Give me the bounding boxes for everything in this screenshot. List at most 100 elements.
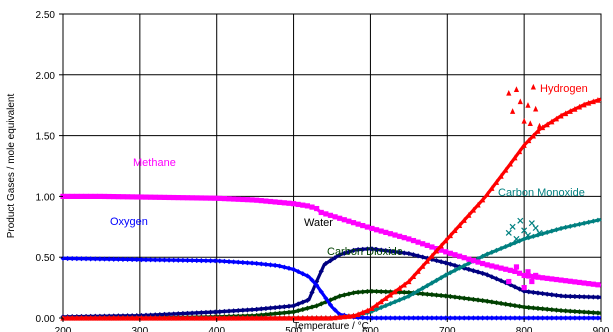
data-point-carbon-dioxide	[558, 307, 564, 314]
data-point-carbon-monoxide	[544, 229, 550, 235]
data-point-oxygen	[535, 315, 541, 321]
data-point-methane	[424, 242, 430, 248]
data-point-hydrogen	[364, 307, 370, 314]
data-point-carbon-monoxide	[493, 247, 500, 253]
scatter-point-carbon-monoxide	[513, 235, 520, 242]
data-point-water	[327, 258, 334, 264]
data-point-hydrogen	[295, 314, 301, 321]
data-point-hydrogen	[341, 313, 347, 320]
data-point-carbon-dioxide	[470, 296, 477, 303]
data-point-methane	[466, 256, 472, 262]
scatter-point-methane	[521, 285, 527, 291]
data-point-methane	[406, 236, 412, 242]
data-point-methane	[429, 244, 435, 250]
data-point-methane	[350, 220, 357, 226]
data-point-carbon-monoxide	[595, 217, 601, 223]
data-point-hydrogen	[466, 212, 472, 218]
data-point-water	[304, 297, 311, 303]
data-point-oxygen	[410, 315, 417, 321]
data-point-carbon-monoxide	[456, 265, 463, 271]
data-point-carbon-monoxide	[484, 251, 490, 257]
data-point-methane	[207, 195, 214, 201]
data-point-oxygen	[281, 264, 287, 270]
data-point-oxygen	[424, 315, 430, 321]
data-point-methane	[521, 272, 527, 279]
y-tick-label: 2.50	[36, 10, 56, 21]
data-point-hydrogen	[157, 314, 163, 321]
data-point-hydrogen	[489, 185, 495, 191]
data-point-methane	[295, 201, 301, 208]
data-point-water	[281, 304, 287, 310]
data-point-oxygen	[148, 257, 154, 263]
data-point-carbon-dioxide	[337, 293, 343, 299]
data-point-oxygen	[258, 261, 264, 267]
data-point-carbon-monoxide	[563, 224, 569, 230]
data-point-carbon-dioxide	[420, 291, 426, 297]
data-point-methane	[129, 194, 135, 200]
hydrogen-label: Hydrogen	[540, 83, 588, 95]
data-point-oxygen	[231, 259, 237, 265]
data-point-oxygen	[143, 257, 149, 263]
data-point-oxygen	[549, 315, 555, 321]
data-point-oxygen	[88, 256, 94, 262]
x-axis-title: Temperature / °C	[293, 321, 369, 332]
data-point-methane	[346, 218, 352, 224]
data-point-hydrogen	[97, 314, 103, 321]
data-point-hydrogen	[263, 314, 269, 321]
data-point-hydrogen	[503, 166, 509, 173]
data-point-hydrogen	[498, 173, 504, 179]
data-point-hydrogen	[360, 309, 366, 316]
data-point-water	[549, 292, 555, 298]
data-point-carbon-dioxide	[383, 289, 389, 295]
data-point-oxygen	[378, 315, 384, 321]
data-point-water	[161, 311, 168, 318]
data-point-oxygen	[74, 256, 80, 262]
data-point-water	[572, 293, 578, 300]
data-point-hydrogen	[258, 314, 264, 321]
data-point-carbon-monoxide	[461, 263, 467, 269]
data-point-methane	[240, 196, 246, 203]
data-point-oxygen	[267, 262, 274, 268]
data-point-water	[171, 311, 177, 317]
data-point-oxygen	[207, 258, 214, 264]
data-point-carbon-monoxide	[512, 240, 518, 246]
scatter-methane	[506, 264, 539, 291]
data-point-methane	[323, 211, 329, 217]
data-point-oxygen	[254, 260, 260, 267]
data-point-carbon-dioxide	[498, 300, 504, 307]
data-point-methane	[106, 193, 112, 200]
data-point-water	[226, 308, 232, 314]
data-point-oxygen	[539, 315, 546, 321]
data-point-methane	[438, 247, 444, 253]
data-point-oxygen	[595, 315, 601, 321]
scatter-point-hydrogen	[517, 98, 523, 105]
data-point-oxygen	[203, 258, 209, 264]
data-point-oxygen	[530, 315, 536, 321]
data-point-methane	[507, 267, 513, 273]
data-point-hydrogen	[429, 252, 435, 259]
data-point-hydrogen	[549, 118, 555, 125]
data-point-hydrogen	[92, 314, 98, 321]
data-point-water	[263, 305, 269, 312]
data-point-methane	[304, 203, 311, 209]
data-point-water	[526, 289, 532, 295]
data-point-hydrogen	[558, 112, 564, 119]
data-point-hydrogen	[88, 314, 94, 321]
data-point-carbon-dioxide	[516, 303, 523, 309]
data-point-carbon-dioxide	[535, 305, 541, 311]
data-point-water	[337, 252, 343, 258]
data-point-carbon-monoxide	[433, 277, 440, 283]
data-point-methane	[586, 281, 592, 287]
data-point-oxygen	[318, 289, 324, 295]
data-point-methane	[65, 193, 71, 199]
data-point-water	[590, 294, 596, 300]
data-point-methane	[378, 228, 384, 234]
data-point-hydrogen	[567, 108, 573, 114]
data-point-oxygen	[189, 257, 195, 264]
scatter-point-hydrogen	[506, 89, 512, 96]
data-point-oxygen	[480, 315, 486, 321]
data-point-oxygen	[138, 257, 144, 263]
data-point-methane	[549, 276, 555, 282]
data-point-water	[452, 262, 458, 269]
